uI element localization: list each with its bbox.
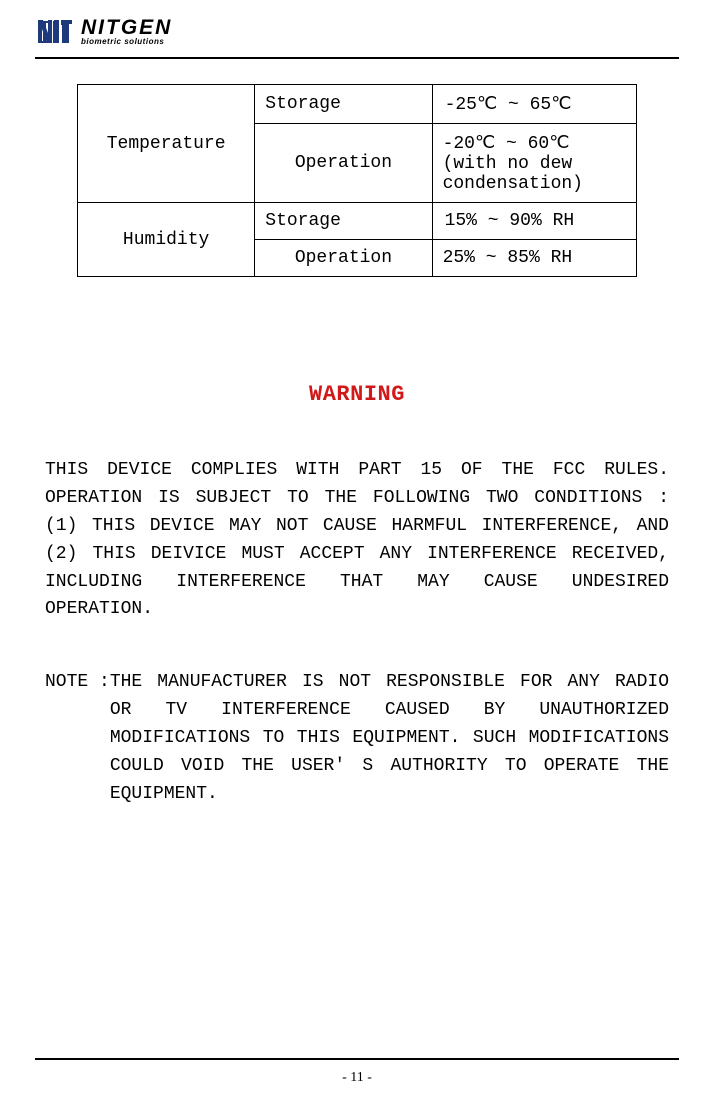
page-number: - 11 - — [0, 1070, 714, 1086]
table-cell-value: -25℃ ~ 65℃ — [432, 85, 636, 124]
header-divider — [35, 57, 679, 59]
table-row: Temperature Storage -25℃ ~ 65℃ — [78, 85, 637, 124]
brand-name: NITGEN — [81, 17, 172, 38]
table-cell-condition: Operation — [255, 240, 432, 277]
note-label: NOTE : — [45, 669, 110, 808]
warning-body: THIS DEVICE COMPLIES WITH PART 15 OF THE… — [45, 457, 669, 624]
footer-divider — [35, 1058, 679, 1060]
table-cell-condition: Storage — [255, 203, 432, 240]
brand-tagline: biometric solutions — [81, 38, 172, 46]
brand-text: NITGEN biometric solutions — [81, 17, 172, 46]
note-text: THE MANUFACTURER IS NOT RESPONSIBLE FOR … — [110, 669, 669, 808]
table-cell-condition: Operation — [255, 124, 432, 203]
table-cell-condition: Storage — [255, 85, 432, 124]
spec-table: Temperature Storage -25℃ ~ 65℃ Operation… — [77, 84, 637, 277]
page-header: NITGEN biometric solutions — [35, 15, 679, 55]
table-cell-category: Temperature — [78, 85, 255, 203]
table-cell-category: Humidity — [78, 203, 255, 277]
table-cell-value: 25% ~ 85% RH — [432, 240, 636, 277]
table-cell-value: 15% ~ 90% RH — [432, 203, 636, 240]
table-cell-value: -20℃ ~ 60℃ (with no dew condensation) — [432, 124, 636, 203]
note-block: NOTE : THE MANUFACTURER IS NOT RESPONSIB… — [45, 669, 669, 808]
nitgen-logo-icon — [35, 15, 75, 47]
warning-title: WARNING — [35, 382, 679, 407]
table-row: Humidity Storage 15% ~ 90% RH — [78, 203, 637, 240]
